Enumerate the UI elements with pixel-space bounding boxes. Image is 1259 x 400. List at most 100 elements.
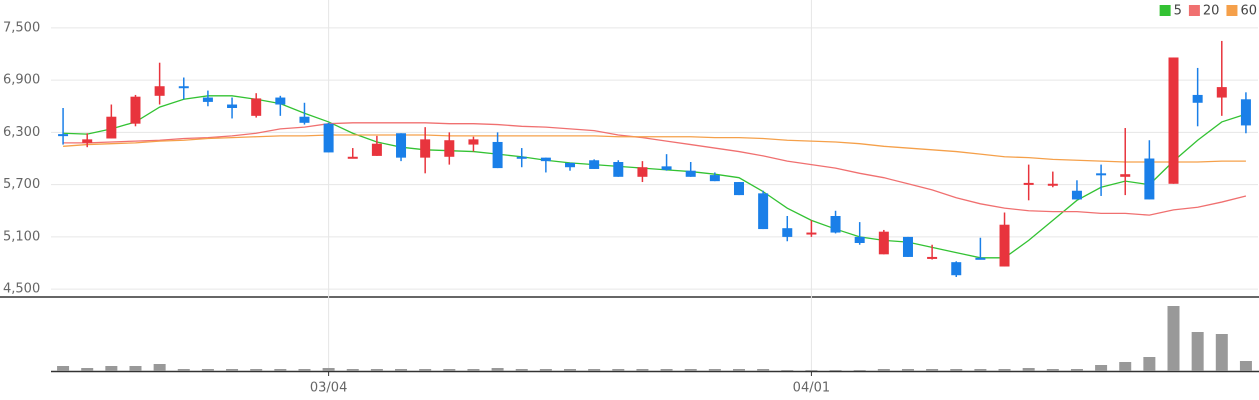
candle-body bbox=[371, 143, 382, 156]
y-tick-label: 7,500 bbox=[3, 20, 40, 35]
volume-bar bbox=[660, 369, 673, 371]
volume-bar bbox=[177, 369, 190, 371]
candle-body bbox=[951, 262, 962, 276]
volume-bar bbox=[636, 369, 649, 371]
volume-bar bbox=[539, 369, 552, 371]
volume-bar bbox=[877, 369, 890, 371]
y-tick-label: 5,100 bbox=[3, 229, 40, 244]
candle-body bbox=[637, 167, 648, 177]
candle-body bbox=[1120, 174, 1131, 177]
candle-body bbox=[1192, 94, 1203, 103]
volume-bar bbox=[829, 370, 842, 371]
volume-bar bbox=[57, 366, 70, 371]
candle-body bbox=[251, 98, 262, 116]
volume-bar bbox=[950, 369, 963, 371]
candle-body bbox=[613, 162, 624, 177]
candle-body bbox=[396, 133, 407, 158]
volume-bar bbox=[274, 369, 287, 371]
volume-bar bbox=[129, 366, 142, 371]
candle-body bbox=[565, 162, 576, 168]
legend-swatch bbox=[1159, 5, 1171, 16]
volume-bar bbox=[515, 369, 528, 371]
volume-bar bbox=[732, 369, 745, 371]
volume-bar bbox=[612, 369, 625, 371]
volume-bar bbox=[153, 364, 166, 371]
candle-body bbox=[878, 231, 889, 255]
candle-body bbox=[347, 156, 358, 159]
volume-bar bbox=[1215, 334, 1228, 371]
volume-bar bbox=[1046, 369, 1059, 371]
volume-bar bbox=[467, 369, 480, 371]
legend-label: 20 bbox=[1203, 4, 1220, 19]
candle-body bbox=[106, 116, 117, 139]
candle-body bbox=[709, 175, 720, 182]
candle-body bbox=[227, 104, 238, 108]
candle-body bbox=[1023, 182, 1034, 185]
moving-average-line bbox=[63, 134, 1246, 163]
moving-average-line bbox=[63, 122, 1247, 216]
volume-bar bbox=[81, 368, 94, 371]
legend-swatch bbox=[1226, 5, 1238, 16]
candle-body bbox=[444, 140, 455, 157]
candle-body bbox=[975, 257, 986, 260]
volume-bar bbox=[684, 369, 697, 371]
candle-body bbox=[1168, 57, 1179, 184]
volume-bar bbox=[395, 369, 408, 371]
candle-body bbox=[58, 134, 69, 137]
candle-body bbox=[1144, 158, 1155, 200]
x-tick-label: 04/01 bbox=[793, 381, 830, 396]
candle-body bbox=[782, 228, 793, 237]
volume-bar bbox=[853, 370, 866, 371]
candle-body bbox=[806, 232, 817, 235]
candle-body bbox=[902, 236, 913, 257]
candle-body bbox=[516, 156, 527, 159]
volume-bar bbox=[346, 369, 359, 371]
volume-bar bbox=[370, 369, 383, 371]
candle-body bbox=[202, 97, 213, 102]
volume-bar bbox=[1143, 357, 1156, 371]
volume-bar bbox=[201, 369, 214, 371]
volume-bar bbox=[708, 369, 721, 371]
candle-body bbox=[830, 216, 841, 233]
x-tick-label: 03/04 bbox=[310, 381, 347, 396]
volume-bar bbox=[901, 369, 914, 371]
candle-body bbox=[1240, 99, 1251, 126]
volume-bar bbox=[1095, 365, 1108, 371]
candle-body bbox=[275, 97, 286, 105]
volume-bar bbox=[298, 369, 311, 371]
moving-average-line bbox=[63, 95, 1247, 259]
y-tick-label: 4,500 bbox=[3, 282, 40, 297]
y-tick-label: 6,300 bbox=[3, 125, 40, 140]
volume-bar bbox=[322, 368, 335, 371]
volume-bar bbox=[1167, 306, 1180, 371]
volume-bar bbox=[757, 369, 770, 371]
volume-bar bbox=[105, 366, 118, 371]
volume-bar bbox=[1070, 369, 1083, 371]
candle-body bbox=[492, 141, 503, 169]
volume-bar bbox=[1191, 332, 1204, 371]
legend-swatch bbox=[1188, 5, 1200, 16]
candle-body bbox=[1071, 190, 1082, 200]
candle-body bbox=[468, 139, 479, 145]
volume-bar bbox=[926, 369, 939, 371]
volume-bar bbox=[419, 369, 432, 371]
candle-body bbox=[299, 116, 310, 123]
candle-body bbox=[1216, 87, 1227, 98]
candle-body bbox=[178, 86, 189, 89]
candle-body bbox=[758, 193, 769, 230]
candle-body bbox=[661, 166, 672, 170]
candle-body bbox=[589, 160, 600, 169]
candle-body bbox=[1096, 173, 1107, 176]
y-tick-label: 6,900 bbox=[3, 73, 40, 88]
y-tick-label: 5,700 bbox=[3, 177, 40, 192]
volume-bar bbox=[1239, 361, 1252, 371]
volume-bar bbox=[226, 369, 239, 371]
volume-bar bbox=[998, 369, 1011, 371]
candle-body bbox=[733, 182, 744, 196]
candle-body bbox=[323, 123, 334, 153]
candle-body bbox=[154, 86, 165, 96]
volume-bar bbox=[443, 369, 456, 371]
volume-bar bbox=[1022, 368, 1035, 371]
volume-bar bbox=[1119, 362, 1132, 371]
